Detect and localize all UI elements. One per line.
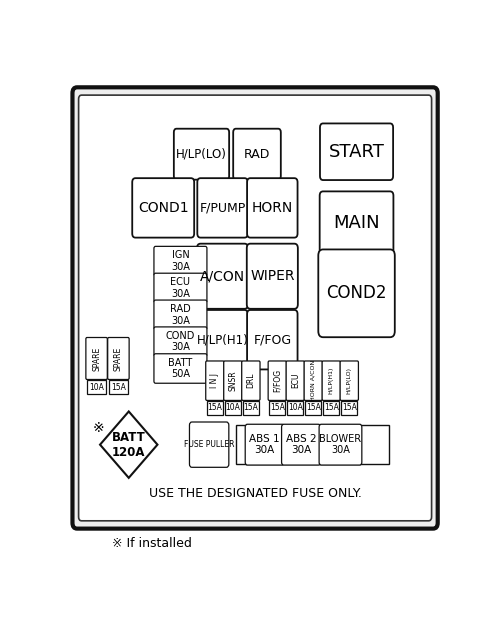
Text: SNSR: SNSR bbox=[228, 370, 238, 391]
Text: 10A: 10A bbox=[89, 383, 104, 392]
Bar bbox=[305, 401, 321, 415]
Text: COND2: COND2 bbox=[327, 284, 387, 302]
Text: SPARE: SPARE bbox=[92, 346, 101, 371]
Text: H/LP(H1): H/LP(H1) bbox=[197, 333, 248, 346]
Polygon shape bbox=[100, 411, 158, 478]
Text: RAD: RAD bbox=[244, 148, 270, 160]
FancyBboxPatch shape bbox=[318, 249, 395, 337]
Bar bbox=[243, 401, 259, 415]
FancyBboxPatch shape bbox=[268, 361, 287, 401]
Text: ※ If installed: ※ If installed bbox=[112, 537, 191, 550]
Text: RAD
30A: RAD 30A bbox=[170, 304, 191, 326]
Bar bbox=[323, 401, 339, 415]
Bar bbox=[269, 401, 286, 415]
Text: I N J: I N J bbox=[210, 373, 219, 388]
Text: H/LP(LO): H/LP(LO) bbox=[347, 367, 352, 394]
FancyBboxPatch shape bbox=[197, 178, 248, 238]
Text: ECU
30A: ECU 30A bbox=[170, 277, 190, 299]
Text: BATT
50A: BATT 50A bbox=[168, 358, 193, 379]
FancyBboxPatch shape bbox=[320, 124, 393, 180]
FancyBboxPatch shape bbox=[242, 361, 260, 401]
Text: 15A: 15A bbox=[244, 403, 258, 412]
Text: F/PUMP: F/PUMP bbox=[200, 202, 246, 214]
Text: BLOWER
30A: BLOWER 30A bbox=[320, 434, 362, 455]
Text: SPARE: SPARE bbox=[114, 346, 123, 371]
FancyBboxPatch shape bbox=[224, 361, 242, 401]
Text: H/LP(H1): H/LP(H1) bbox=[329, 367, 334, 394]
Text: ECU: ECU bbox=[291, 373, 300, 389]
Text: FUSE PULLER: FUSE PULLER bbox=[184, 440, 234, 449]
Text: COND1: COND1 bbox=[138, 201, 189, 215]
FancyBboxPatch shape bbox=[154, 273, 207, 302]
FancyBboxPatch shape bbox=[154, 354, 207, 383]
Text: ABS 1
30A: ABS 1 30A bbox=[249, 434, 280, 455]
FancyBboxPatch shape bbox=[154, 247, 207, 276]
FancyBboxPatch shape bbox=[286, 361, 304, 401]
Bar bbox=[207, 401, 223, 415]
FancyBboxPatch shape bbox=[245, 424, 284, 465]
FancyBboxPatch shape bbox=[190, 422, 229, 467]
Text: ※: ※ bbox=[92, 420, 104, 434]
Text: WIPER: WIPER bbox=[250, 269, 294, 283]
FancyBboxPatch shape bbox=[108, 337, 129, 380]
FancyBboxPatch shape bbox=[206, 361, 224, 401]
Text: MAIN: MAIN bbox=[333, 214, 380, 231]
FancyBboxPatch shape bbox=[247, 243, 298, 309]
Text: 15A: 15A bbox=[306, 403, 321, 412]
FancyBboxPatch shape bbox=[319, 424, 362, 465]
FancyBboxPatch shape bbox=[73, 87, 438, 529]
Bar bbox=[287, 401, 303, 415]
Text: H/LP(LO): H/LP(LO) bbox=[176, 148, 227, 160]
Text: COND
30A: COND 30A bbox=[166, 331, 195, 353]
FancyBboxPatch shape bbox=[79, 95, 432, 521]
Text: 15A: 15A bbox=[207, 403, 222, 412]
FancyBboxPatch shape bbox=[340, 361, 359, 401]
Text: F/FOG: F/FOG bbox=[253, 333, 291, 346]
Text: HORN A/CON: HORN A/CON bbox=[311, 360, 316, 401]
Text: HORN: HORN bbox=[251, 201, 293, 215]
Text: ABS 2
30A: ABS 2 30A bbox=[286, 434, 316, 455]
FancyBboxPatch shape bbox=[197, 310, 248, 370]
Text: 15A: 15A bbox=[111, 383, 126, 392]
Text: USE THE DESIGNATED FUSE ONLY.: USE THE DESIGNATED FUSE ONLY. bbox=[149, 487, 362, 500]
FancyBboxPatch shape bbox=[247, 178, 297, 238]
FancyBboxPatch shape bbox=[197, 243, 248, 309]
FancyBboxPatch shape bbox=[233, 129, 281, 179]
FancyBboxPatch shape bbox=[322, 361, 340, 401]
Text: 10A: 10A bbox=[225, 403, 240, 412]
FancyBboxPatch shape bbox=[320, 191, 393, 254]
FancyBboxPatch shape bbox=[247, 310, 297, 370]
Text: 15A: 15A bbox=[324, 403, 339, 412]
Bar bbox=[341, 401, 357, 415]
Text: 15A: 15A bbox=[342, 403, 357, 412]
FancyBboxPatch shape bbox=[282, 424, 321, 465]
Text: 15A: 15A bbox=[270, 403, 285, 412]
Text: F/FOG: F/FOG bbox=[273, 369, 282, 392]
Text: IGN
30A: IGN 30A bbox=[171, 250, 190, 272]
FancyBboxPatch shape bbox=[174, 129, 229, 179]
Text: DRL: DRL bbox=[247, 373, 255, 389]
FancyBboxPatch shape bbox=[304, 361, 323, 401]
FancyBboxPatch shape bbox=[132, 178, 194, 238]
FancyBboxPatch shape bbox=[86, 337, 107, 380]
Bar bbox=[236, 425, 389, 464]
Bar bbox=[87, 380, 106, 394]
FancyBboxPatch shape bbox=[154, 327, 207, 356]
Text: 10A: 10A bbox=[288, 403, 303, 412]
Text: A/CON: A/CON bbox=[200, 269, 245, 283]
Text: START: START bbox=[329, 143, 384, 161]
Text: BATT
120A: BATT 120A bbox=[112, 430, 146, 458]
FancyBboxPatch shape bbox=[154, 300, 207, 330]
Bar bbox=[109, 380, 128, 394]
Bar bbox=[225, 401, 241, 415]
